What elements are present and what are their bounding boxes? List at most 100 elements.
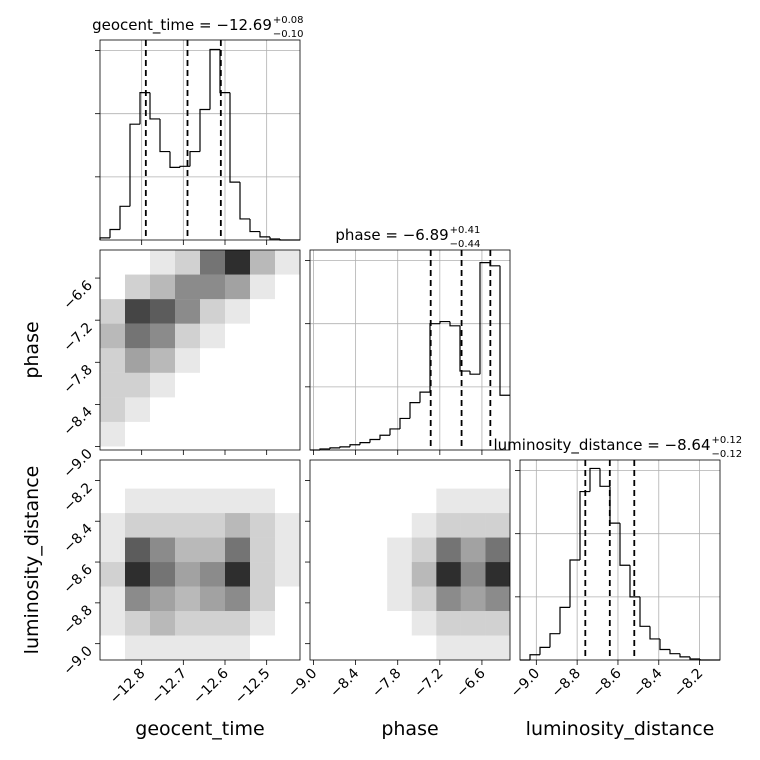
density-cell: [250, 397, 275, 422]
density-cell: [387, 513, 412, 537]
histogram-step: [569, 559, 580, 608]
density-cell: [250, 373, 275, 398]
density-cell: [314, 636, 339, 660]
density-cell: [387, 464, 412, 488]
density-cell: [387, 562, 412, 587]
density-cell: [363, 513, 388, 537]
panel-title: phase = −6.89: [335, 226, 448, 244]
density-cell: [100, 275, 125, 300]
density-cell: [338, 513, 363, 537]
density-cell: [150, 513, 175, 538]
density-cell: [125, 537, 150, 563]
y-tick-label: −8.4: [60, 521, 95, 556]
x-tick-label: −6.6: [453, 665, 488, 700]
density-cell: [338, 489, 363, 513]
density-cell: [200, 464, 225, 488]
density-cell: [100, 348, 125, 373]
histogram-step: [359, 442, 370, 445]
density-cell: [363, 587, 388, 611]
density-cell: [100, 636, 125, 660]
density-cell: [150, 299, 175, 324]
density-cell: [338, 538, 363, 562]
density-cell: [250, 274, 275, 300]
density-cell: [436, 537, 461, 563]
title-lower-error: −0.44: [450, 239, 481, 250]
density-cell: [250, 250, 275, 275]
density-cell: [485, 635, 510, 660]
density-cell: [175, 635, 200, 660]
x-tick-label: −9.0: [285, 666, 320, 701]
density-cell: [250, 324, 275, 349]
density-cell: [225, 373, 250, 398]
histogram-step: [689, 656, 700, 660]
title-lower-error: −0.10: [273, 29, 304, 40]
density-cell: [314, 611, 339, 635]
density-cell: [363, 489, 388, 513]
histogram-step: [609, 486, 620, 524]
density-cell: [125, 611, 150, 636]
density-cell: [200, 323, 225, 349]
x-tick-label: −8.4: [327, 665, 362, 700]
density-cell: [363, 611, 388, 635]
density-cell: [150, 250, 175, 275]
density-cell: [411, 537, 437, 563]
density-cell: [250, 611, 275, 636]
density-cell: [275, 422, 300, 447]
x-tick-label: −8.4: [630, 665, 665, 700]
density-cell: [175, 537, 200, 563]
density-cell: [225, 250, 250, 275]
density-cell: [150, 274, 175, 300]
density-cell: [200, 348, 225, 373]
y-tick-label: −8.4: [60, 404, 95, 439]
density-cell: [275, 611, 300, 635]
density-cell: [436, 464, 461, 488]
panel-frame: [309, 249, 511, 451]
density-cell: [275, 636, 300, 660]
density-cell: [338, 562, 363, 586]
density-cell: [314, 562, 339, 586]
panel-frame: [99, 249, 301, 451]
histogram-step: [599, 468, 610, 487]
density-cell: [275, 489, 300, 513]
histogram-step: [119, 205, 130, 230]
histogram-step: [619, 523, 630, 566]
density-cell: [275, 464, 300, 488]
density-cell: [175, 611, 200, 636]
histogram-step: [659, 638, 670, 651]
density-cell: [275, 250, 300, 275]
density-cell: [225, 635, 250, 660]
histogram-step: [529, 654, 540, 660]
density-cell: [200, 562, 225, 587]
y-axis-label: luminosity_distance: [21, 466, 43, 655]
density-cell: [436, 562, 461, 587]
x-tick-label: −8.2: [671, 666, 706, 701]
y-tick-label: −9.0: [60, 446, 95, 481]
density-cell: [175, 299, 200, 324]
density-cell: [125, 348, 150, 373]
density-cell: [175, 586, 200, 612]
density-cell: [100, 537, 125, 563]
density-cell: [411, 562, 437, 587]
density-cell: [200, 274, 225, 300]
density-cell: [387, 489, 412, 513]
density-cell: [100, 397, 125, 422]
density-cell: [175, 464, 200, 488]
density-cell: [460, 537, 486, 563]
histogram-step: [489, 262, 500, 267]
density-cell: [363, 636, 388, 660]
density-cell: [175, 348, 200, 373]
density-cell: [412, 636, 437, 660]
density-cell: [275, 373, 300, 398]
histogram-step: [679, 653, 690, 658]
density-cell: [363, 538, 388, 562]
histogram-step: [369, 438, 380, 443]
density-cell: [100, 323, 125, 349]
title-upper-error: +0.08: [273, 15, 304, 26]
density-cell: [275, 537, 300, 563]
density-cell: [275, 513, 300, 538]
density-cell: [225, 299, 250, 324]
histogram-step: [559, 606, 570, 634]
density-cell: [411, 513, 437, 538]
title-upper-error: +0.41: [450, 225, 481, 236]
histogram-step: [209, 48, 220, 110]
